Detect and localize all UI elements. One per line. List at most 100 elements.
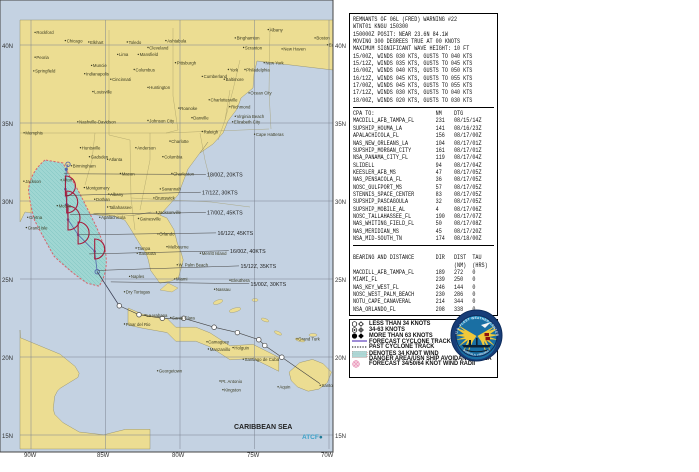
svg-text:Philadelphia: Philadelphia bbox=[246, 67, 270, 72]
svg-text:Elizabeth City: Elizabeth City bbox=[234, 120, 261, 125]
svg-text:Ocean City: Ocean City bbox=[250, 91, 272, 96]
svg-text:Scranton: Scranton bbox=[245, 45, 263, 50]
svg-text:Birmingham: Birmingham bbox=[73, 164, 96, 169]
svg-text:Pinar del Rio: Pinar del Rio bbox=[126, 322, 151, 327]
svg-text:20N: 20N bbox=[2, 356, 13, 362]
svg-text:Gretna: Gretna bbox=[29, 215, 43, 220]
svg-text:Albany: Albany bbox=[110, 192, 124, 197]
svg-text:Sarasota: Sarasota bbox=[139, 251, 157, 256]
svg-text:25N: 25N bbox=[335, 278, 346, 284]
svg-text:New Haven: New Haven bbox=[283, 47, 306, 52]
svg-text:Virginia Beach: Virginia Beach bbox=[237, 114, 265, 119]
svg-text:Alton: Alton bbox=[63, 178, 73, 183]
svg-text:Mobile: Mobile bbox=[59, 204, 72, 209]
svg-text:Holguin: Holguin bbox=[234, 345, 249, 350]
svg-text:Brunswick: Brunswick bbox=[155, 196, 175, 201]
svg-text:30N: 30N bbox=[2, 200, 13, 206]
svg-text:40N: 40N bbox=[2, 44, 13, 50]
svg-text:La Habana: La Habana bbox=[146, 313, 168, 318]
svg-text:Richmond: Richmond bbox=[231, 105, 251, 110]
svg-text:Boston: Boston bbox=[316, 36, 330, 41]
svg-text:Louisville: Louisville bbox=[94, 89, 112, 94]
svg-text:16/00Z, 40KTS: 16/00Z, 40KTS bbox=[230, 249, 266, 255]
svg-text:Santo Domingo: Santo Domingo bbox=[322, 383, 350, 388]
svg-text:Baltimore: Baltimore bbox=[226, 77, 245, 82]
svg-text:Pt. Antonio: Pt. Antonio bbox=[221, 379, 242, 384]
svg-text:Toledo: Toledo bbox=[129, 40, 142, 45]
svg-text:Rockford: Rockford bbox=[36, 30, 54, 35]
svg-text:Lima: Lima bbox=[119, 52, 129, 57]
svg-text:25N: 25N bbox=[2, 278, 13, 284]
svg-text:Memphis: Memphis bbox=[25, 131, 42, 136]
svg-text:Tallahassee: Tallahassee bbox=[109, 205, 132, 210]
svg-text:Montgomery: Montgomery bbox=[86, 185, 111, 190]
svg-text:Dry Tortugas: Dry Tortugas bbox=[126, 290, 150, 295]
svg-text:Anderson: Anderson bbox=[137, 146, 156, 151]
svg-text:ATCF●: ATCF● bbox=[302, 434, 323, 441]
svg-text:Raleigh: Raleigh bbox=[204, 129, 219, 134]
svg-text:Cincinnati: Cincinnati bbox=[112, 77, 131, 82]
svg-text:New York: New York bbox=[266, 61, 285, 66]
svg-text:18/00Z, 20KTS: 18/00Z, 20KTS bbox=[207, 173, 243, 179]
svg-text:Cumberland: Cumberland bbox=[204, 74, 228, 79]
svg-text:75W: 75W bbox=[247, 453, 260, 459]
svg-text:Apalachicola: Apalachicola bbox=[101, 215, 126, 220]
svg-text:CARIBBEAN SEA: CARIBBEAN SEA bbox=[234, 424, 292, 431]
svg-text:20N: 20N bbox=[335, 356, 346, 362]
svg-text:Camaguey: Camaguey bbox=[208, 340, 230, 345]
svg-text:Georgetown: Georgetown bbox=[159, 369, 183, 374]
svg-text:Miami: Miami bbox=[176, 277, 188, 282]
svg-text:Springfield: Springfield bbox=[35, 69, 56, 74]
svg-text:Columbus: Columbus bbox=[136, 67, 155, 72]
svg-text:17/00Z, 45KTS: 17/00Z, 45KTS bbox=[207, 211, 243, 217]
svg-text:Charlotte: Charlotte bbox=[171, 139, 189, 144]
svg-text:30N: 30N bbox=[335, 200, 346, 206]
svg-text:Eleuthera: Eleuthera bbox=[231, 278, 250, 283]
svg-text:Albany: Albany bbox=[270, 27, 284, 32]
svg-text:Jackson: Jackson bbox=[25, 179, 41, 184]
svg-text:Atlanta: Atlanta bbox=[109, 157, 123, 162]
svg-text:35N: 35N bbox=[2, 122, 13, 128]
svg-text:Binghamton: Binghamton bbox=[237, 36, 261, 41]
svg-text:Peoria: Peoria bbox=[36, 55, 49, 60]
svg-text:Elkhart: Elkhart bbox=[90, 40, 104, 45]
svg-text:Pittsburgh: Pittsburgh bbox=[177, 61, 197, 66]
svg-text:Savannah: Savannah bbox=[162, 187, 182, 192]
svg-text:Gainesville: Gainesville bbox=[140, 216, 162, 221]
svg-text:Huntsville: Huntsville bbox=[82, 146, 101, 151]
svg-text:Danville: Danville bbox=[193, 116, 209, 121]
svg-text:Huntington: Huntington bbox=[149, 85, 170, 90]
svg-text:Charleston: Charleston bbox=[173, 171, 194, 176]
svg-text:15N: 15N bbox=[2, 434, 13, 440]
svg-text:Santiago de Cuba: Santiago de Cuba bbox=[245, 357, 280, 362]
svg-text:Santa Clara: Santa Clara bbox=[172, 315, 195, 320]
svg-text:Orlando: Orlando bbox=[159, 232, 175, 237]
svg-text:Merritt Island: Merritt Island bbox=[202, 251, 227, 256]
svg-text:Cape Hatteras: Cape Hatteras bbox=[256, 132, 284, 137]
svg-text:Aquin: Aquin bbox=[279, 385, 291, 390]
svg-text:Macon: Macon bbox=[122, 171, 136, 176]
svg-text:Grand Turk: Grand Turk bbox=[298, 337, 320, 342]
svg-text:90W: 90W bbox=[24, 453, 37, 459]
svg-text:85W: 85W bbox=[97, 453, 110, 459]
svg-text:80W: 80W bbox=[172, 453, 185, 459]
svg-text:35N: 35N bbox=[335, 122, 346, 128]
svg-text:Chicago: Chicago bbox=[67, 38, 83, 43]
svg-text:Indianapolis: Indianapolis bbox=[86, 72, 109, 77]
svg-text:Johnson City: Johnson City bbox=[149, 118, 175, 123]
svg-text:W. Palm Beach: W. Palm Beach bbox=[179, 263, 209, 268]
svg-text:Cleveland: Cleveland bbox=[149, 45, 169, 50]
svg-text:15/12Z, 35KTS: 15/12Z, 35KTS bbox=[241, 264, 277, 270]
svg-text:Muncie: Muncie bbox=[93, 63, 107, 68]
svg-text:Mansfield: Mansfield bbox=[140, 52, 159, 57]
svg-text:Naples: Naples bbox=[131, 274, 144, 279]
svg-text:16/12Z, 45KTS: 16/12Z, 45KTS bbox=[218, 231, 254, 237]
svg-text:Ashtabula: Ashtabula bbox=[167, 38, 187, 43]
svg-text:York: York bbox=[230, 67, 239, 72]
svg-text:40N: 40N bbox=[335, 44, 346, 50]
svg-text:Manzanillo: Manzanillo bbox=[210, 347, 231, 352]
svg-text:Melbourne: Melbourne bbox=[168, 245, 189, 250]
svg-text:15/00Z, 30KTS: 15/00Z, 30KTS bbox=[251, 282, 287, 288]
svg-text:17/12Z, 30KTS: 17/12Z, 30KTS bbox=[202, 190, 238, 196]
svg-text:Nassau: Nassau bbox=[216, 287, 231, 292]
